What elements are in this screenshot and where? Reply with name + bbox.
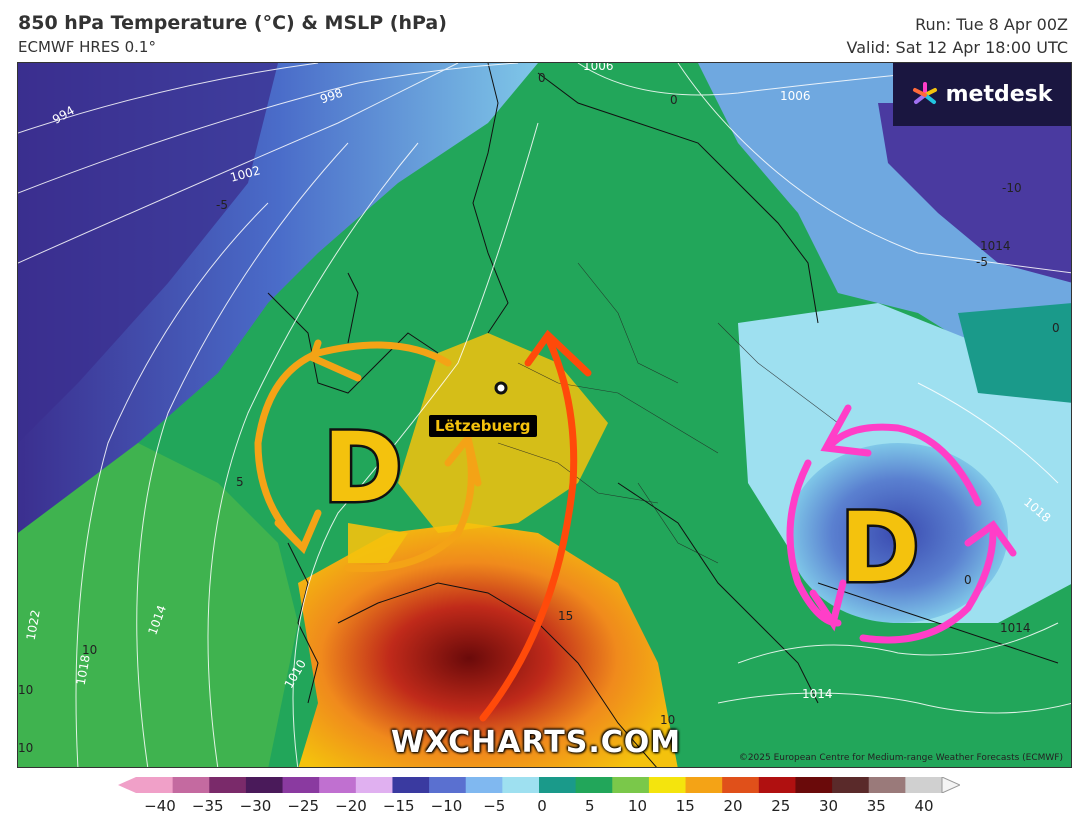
metdesk-logo: metdesk xyxy=(893,63,1071,126)
scale-tick-label: 5 xyxy=(584,797,595,815)
scale-swatch xyxy=(539,777,577,793)
west-low-circulation xyxy=(254,339,482,573)
weather-map: D D metdesk Lëtzebuerg WXCHARTS.COM ©202… xyxy=(17,62,1072,768)
deep-cold-northeast xyxy=(878,103,1071,283)
chart-title: 850 hPa Temperature (°C) & MSLP (hPa) xyxy=(18,12,447,34)
isobar-label: 1014 xyxy=(1000,621,1031,635)
low-pressure-west-letter: D xyxy=(323,412,403,524)
warm-advection-arrow xyxy=(479,329,592,722)
valid-time: Valid: Sat 12 Apr 18:00 UTC xyxy=(846,38,1068,57)
scale-tick-label: 40 xyxy=(914,797,934,815)
scale-swatch xyxy=(282,777,320,793)
temp-label: 10 xyxy=(18,683,34,697)
temp-label: 0 xyxy=(1052,321,1060,335)
model-name: ECMWF HRES 0.1° xyxy=(18,38,156,56)
scale-swatch xyxy=(245,777,284,793)
warm-spot-west xyxy=(348,523,408,563)
scale-tick-label: −10 xyxy=(430,797,463,815)
scale-swatch xyxy=(392,777,430,793)
metdesk-logo-text: metdesk xyxy=(945,82,1053,107)
temp-label: 10 xyxy=(660,713,676,727)
scale-tick-label: 35 xyxy=(866,797,886,815)
isobar-label: 1006 xyxy=(780,89,811,103)
scale-swatch xyxy=(502,777,540,793)
scale-tick-label: −5 xyxy=(483,797,506,815)
scale-tick-label: −15 xyxy=(382,797,415,815)
scale-swatch xyxy=(136,777,174,793)
scale-swatch xyxy=(575,777,613,793)
isobar-label: 1014 xyxy=(980,239,1011,253)
scale-tick-label: 15 xyxy=(675,797,695,815)
map-canvas: D D xyxy=(18,63,1071,767)
east-low-circulation xyxy=(786,404,1017,644)
wxcharts-watermark: WXCHARTS.COM xyxy=(391,725,682,760)
scale-swatch xyxy=(685,777,723,793)
scale-swatch xyxy=(429,777,467,793)
scale-swatch xyxy=(722,777,760,793)
temp-label: 15 xyxy=(558,609,574,623)
temp-label: 0 xyxy=(538,71,546,85)
scale-tick-label: 25 xyxy=(771,797,791,815)
scale-swatch xyxy=(758,777,796,793)
scale-tick-label: 10 xyxy=(627,797,648,815)
scale-tick-label: −30 xyxy=(239,797,272,815)
scale-min-arrow xyxy=(118,777,136,793)
temp-label: -10 xyxy=(1002,181,1022,195)
coastlines xyxy=(267,63,1059,767)
scale-swatch xyxy=(355,777,393,793)
scale-swatch xyxy=(209,777,247,793)
color-scale-ticks: −40 −35 −30 −25 −20 −15 −10 −5 0 5 10 15 20 25 30 35 40 xyxy=(118,797,960,817)
scale-tick-label: 30 xyxy=(818,797,839,815)
isobars xyxy=(18,63,1071,767)
temp-label: 0 xyxy=(964,573,972,587)
scale-swatch xyxy=(319,777,357,793)
low-pressure-east-letter: D xyxy=(840,492,920,604)
temp-label: 10 xyxy=(82,643,98,657)
ecmwf-copyright: ©2025 European Centre for Medium-range W… xyxy=(738,753,1063,763)
teal-east xyxy=(958,303,1071,403)
scale-swatch xyxy=(612,777,650,793)
warm-air-iberia xyxy=(298,523,678,767)
isobar-label: 1014 xyxy=(802,687,833,701)
temp-label: 0 xyxy=(670,93,678,107)
ocean-green-sw xyxy=(18,443,298,767)
temp-label: -5 xyxy=(216,198,228,212)
scale-tick-label: 0 xyxy=(537,797,547,815)
isobar-label: 1006 xyxy=(583,62,614,73)
location-marker xyxy=(494,381,508,395)
scale-swatch xyxy=(172,777,210,793)
scale-tick-label: −35 xyxy=(191,797,224,815)
cold-core-east xyxy=(788,443,1008,623)
place-label-luxembourg: Lëtzebuerg xyxy=(429,415,537,437)
scale-tick-label: 20 xyxy=(723,797,743,815)
scale-swatch xyxy=(648,777,687,793)
temp-label: 5 xyxy=(236,475,244,489)
scale-swatch xyxy=(905,777,943,793)
cool-air-west xyxy=(18,63,278,443)
scale-swatch xyxy=(832,777,870,793)
country-borders xyxy=(497,262,839,564)
temp-label: -5 xyxy=(976,255,988,269)
metdesk-logo-icon xyxy=(912,81,938,108)
temp-label: 10 xyxy=(18,741,34,755)
scale-tick-label: −20 xyxy=(335,797,367,815)
scale-max-arrow xyxy=(941,777,960,793)
scale-tick-label: −40 xyxy=(144,797,176,815)
run-time: Run: Tue 8 Apr 00Z xyxy=(915,15,1068,34)
scale-swatch xyxy=(868,777,906,793)
scale-swatch xyxy=(795,777,833,793)
color-scale xyxy=(118,777,960,793)
scale-swatch xyxy=(465,777,503,793)
scale-tick-label: −25 xyxy=(287,797,320,815)
